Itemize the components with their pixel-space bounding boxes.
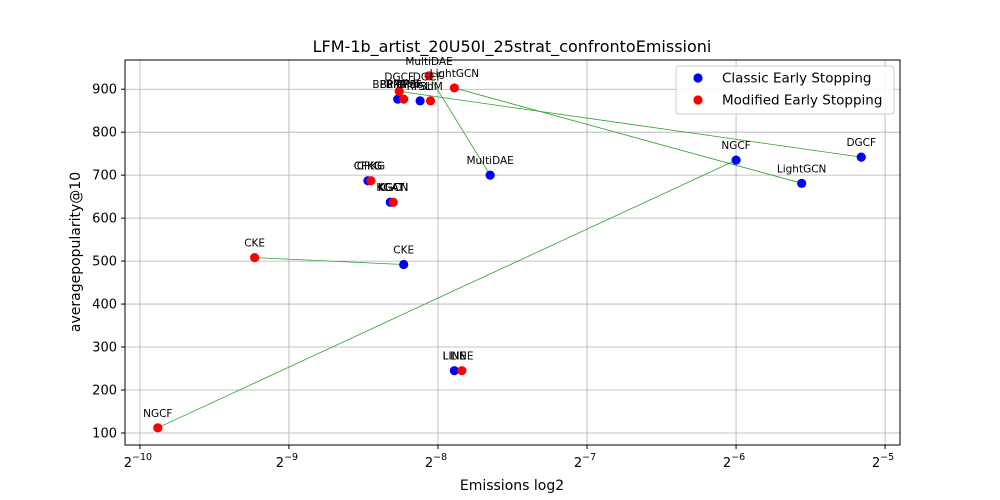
legend: Classic Early Stopping Modified Early Sto… [675,65,895,115]
point-label: NGCF [721,140,750,152]
point-label: MultiDAE [405,56,452,68]
classic-point [415,96,425,106]
modified-point [449,83,459,93]
legend-box [675,65,895,115]
point-label: BPRMF [372,79,408,91]
y-tick-label: 900 [92,83,117,98]
modified-point [394,86,404,96]
point-label: LINE [450,351,473,363]
y-tick-label: 600 [92,212,117,227]
classic-legend-label: Classic Early Stopping [722,71,872,87]
classic-point [797,178,807,188]
y-axis-ticks: 100 200 300 400 500 600 700 800 900 [92,83,125,441]
point-label: DGCF [413,71,443,83]
modified-point [153,423,163,433]
y-tick-label: 200 [92,384,117,399]
x-axis-ticks: 2−10 2−9 2−8 2−7 2−6 2−5 [124,445,894,471]
classic-point [399,259,409,270]
modified-legend-label: Modified Early Stopping [722,93,882,109]
x-axis-label: Emissions log2 [460,478,564,494]
point-label: SLIM [418,81,443,93]
modified-legend-marker [693,95,703,105]
point-label: CFKG [354,161,382,173]
point-label: CFKG [354,161,382,173]
grid-lines [125,60,900,445]
point-label: RP3b [396,79,423,91]
plot-frame [124,59,901,446]
x-tick-label: 2−6 [723,452,745,471]
data-points [153,71,866,433]
point-label: DGCF [384,71,414,83]
y-tick-label: 800 [92,126,117,141]
chart-title: LFM-1b_artist_20U50I_25strat_confrontoEm… [313,37,712,57]
modified-point [424,71,434,81]
classic-point [856,152,866,162]
connection-line [399,90,862,158]
point-label: KGAT [376,182,404,194]
point-label: BPRMF [386,79,422,91]
connection-line [254,257,404,265]
connection-line [157,159,737,429]
y-tick-label: 400 [92,298,117,313]
y-tick-label: 500 [92,255,117,270]
modified-point [366,176,376,186]
modified-point [457,366,467,376]
point-label: LINE [443,351,466,363]
y-tick-label: 300 [92,341,117,356]
point-label: DGCF [846,137,876,149]
y-tick-label: 100 [92,426,117,441]
x-tick-label: 2−10 [124,452,152,471]
y-tick-label: 700 [92,169,117,184]
connection-lines [157,75,862,429]
classic-point [449,366,459,376]
point-labels: BPRMFRP3bMultiDAENGCFLightGCNDGCFCFKGKGA… [143,56,876,420]
point-label: RP3b [407,81,434,93]
point-label: BPRMF [380,79,416,91]
x-tick-label: 2−7 [574,452,596,471]
x-tick-label: 2−9 [276,452,298,471]
point-label: KGAT [376,182,404,194]
x-tick-label: 2−5 [872,452,894,471]
point-label: MultiDAE [466,155,513,167]
modified-point [399,94,409,104]
point-label: LightGCN [430,68,480,80]
point-label: NGCF [143,408,172,420]
point-label: LightGCN [777,163,827,175]
modified-point [388,197,398,207]
point-label: CKE [244,238,265,250]
connection-line [454,87,802,184]
point-label: CKE [393,245,414,257]
point-label: KGCN [378,182,408,194]
point-label: KGCN [378,182,408,194]
x-tick-label: 2−8 [425,452,447,471]
classic-point [731,155,741,165]
y-axis-label: averagepopularity@10 [68,172,84,332]
modified-point [425,96,436,106]
classic-legend-marker [693,73,703,83]
point-label: LINE [443,351,466,363]
classic-point [485,170,495,180]
point-label: CFKG [357,161,385,173]
connection-line [428,75,491,176]
modified-point [250,253,260,263]
